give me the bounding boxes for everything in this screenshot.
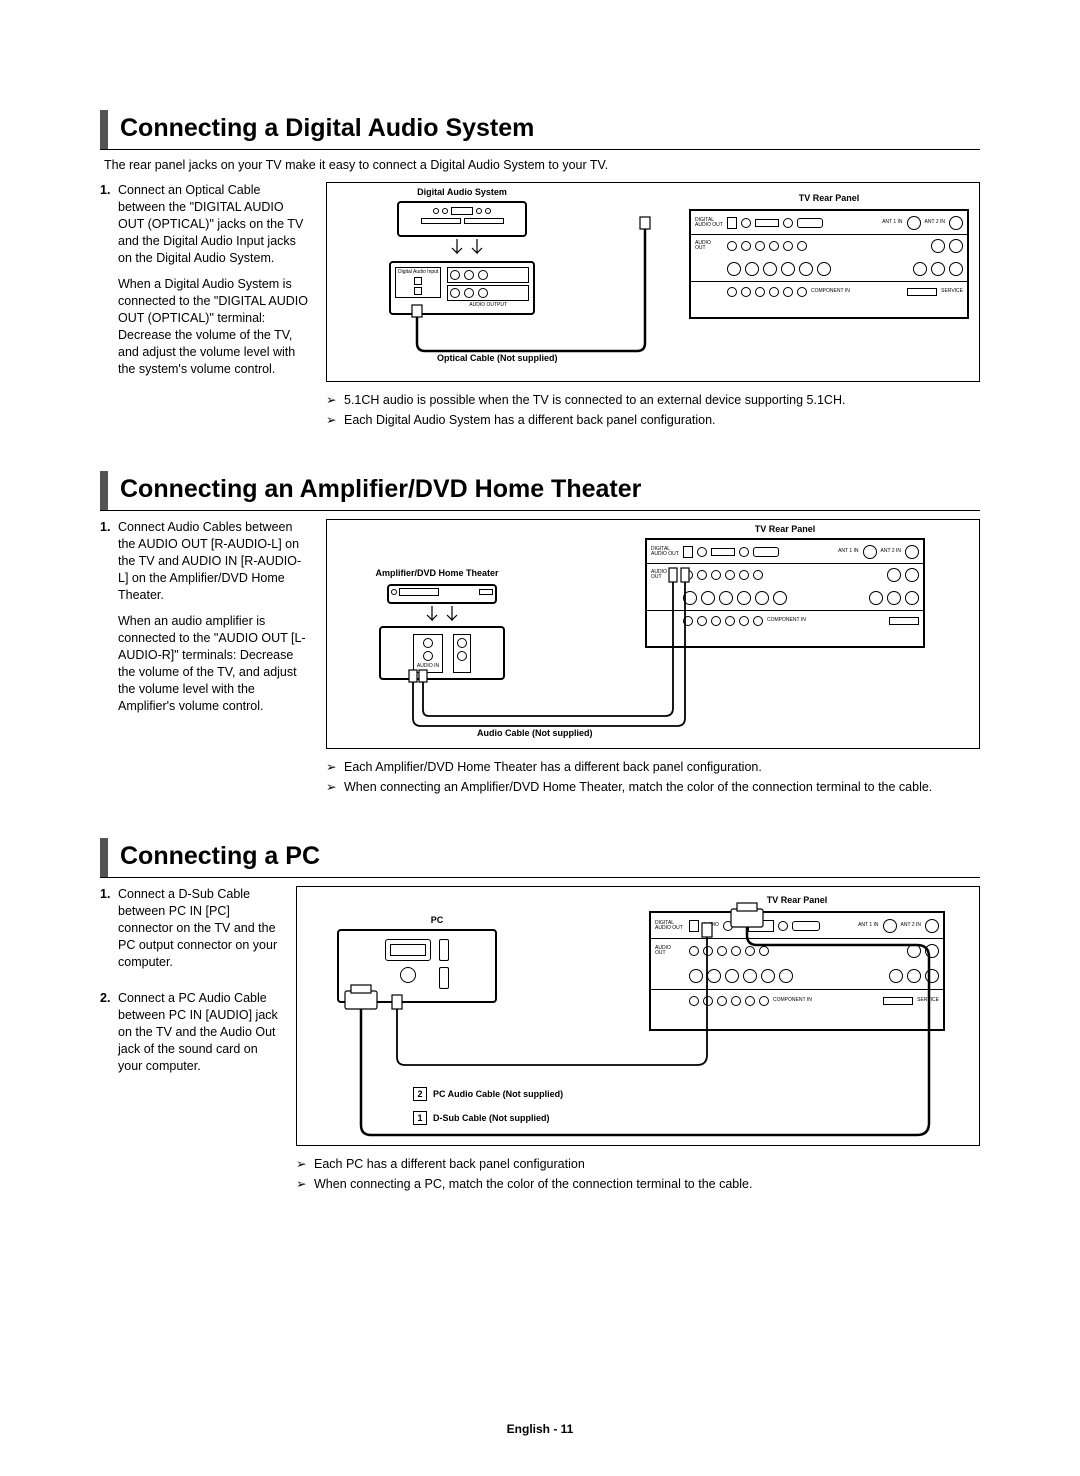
page-footer: English - 11 [0,1422,1080,1436]
cable-label: Audio Cable (Not supplied) [477,728,593,738]
step-text: Connect Audio Cables between the AUDIO O… [118,519,310,603]
step-text: When an audio amplifier is connected to … [118,613,310,714]
device-box [337,929,497,1003]
step: 1. Connect an Optical Cable between the … [100,182,310,388]
tv-rear-panel: DIGITALAUDIO OUT AUDIO PC ANT 1 IN ANT 2… [649,911,945,1031]
header-bar [100,838,108,877]
device-backpanel: AUDIO IN [379,626,505,680]
step-number: 1. [100,519,118,725]
note-text: 5.1CH audio is possible when the TV is c… [344,392,845,410]
note-mark-icon: ➢ [326,412,344,430]
header-bar [100,471,108,510]
step-text: When a Digital Audio System is connected… [118,276,310,377]
device-label: Digital Audio System [397,187,527,197]
connection-diagram: TV Rear Panel DIGITALAUDIO OUT AUDIO PC … [296,886,980,1146]
note-text: Each Digital Audio System has a differen… [344,412,716,430]
section-amplifier: Connecting an Amplifier/DVD Home Theater… [100,471,980,798]
cable-label: D-Sub Cable (Not supplied) [433,1113,550,1123]
note-mark-icon: ➢ [326,759,344,777]
step: 1. Connect Audio Cables between the AUDI… [100,519,310,725]
device-label: Amplifier/DVD Home Theater [347,568,527,578]
section-title: Connecting a PC [120,838,320,877]
step-number: 1. [100,182,118,388]
cable-number-badge: 2 [413,1087,427,1101]
section-header: Connecting a Digital Audio System [100,110,980,150]
notes: ➢Each PC has a different back panel conf… [296,1156,980,1193]
note-text: When connecting an Amplifier/DVD Home Th… [344,779,932,797]
section-title: Connecting a Digital Audio System [120,110,534,149]
cable-number-badge: 1 [413,1111,427,1125]
rear-panel-label: TV Rear Panel [649,895,945,905]
notes: ➢5.1CH audio is possible when the TV is … [326,392,980,429]
steps-column: 1. Connect an Optical Cable between the … [100,182,310,431]
note-text: Each PC has a different back panel confi… [314,1156,585,1174]
section-title: Connecting an Amplifier/DVD Home Theater [120,471,641,510]
device-backpanel: Digital Audio Input AUDIO OUTPUT [389,261,535,315]
note-text: Each Amplifier/DVD Home Theater has a di… [344,759,762,777]
tv-rear-panel: DIGITALAUDIO OUT ANT 1 IN ANT 2 IN AUDIO… [689,209,969,319]
header-bar [100,110,108,149]
step-number: 1. [100,886,118,980]
notes: ➢Each Amplifier/DVD Home Theater has a d… [326,759,980,796]
section-intro: The rear panel jacks on your TV make it … [104,158,980,172]
note-mark-icon: ➢ [296,1156,314,1174]
note-mark-icon: ➢ [326,779,344,797]
step: 2. Connect a PC Audio Cable between PC I… [100,990,280,1084]
device-box [387,584,497,604]
connection-diagram: Digital Audio System [326,182,980,382]
tv-rear-panel: DIGITALAUDIO OUT ANT 1 IN ANT 2 IN AUDIO… [645,538,925,648]
device-label: PC [417,915,457,925]
step-text: Connect a PC Audio Cable between PC IN [… [118,990,280,1074]
step-text: Connect a D-Sub Cable between PC IN [PC]… [118,886,280,970]
note-text: When connecting a PC, match the color of… [314,1176,752,1194]
step: 1. Connect a D-Sub Cable between PC IN [… [100,886,280,980]
cable-label: Optical Cable (Not supplied) [437,353,558,363]
steps-column: 1. Connect Audio Cables between the AUDI… [100,519,310,798]
steps-column: 1. Connect a D-Sub Cable between PC IN [… [100,886,280,1195]
note-mark-icon: ➢ [326,392,344,410]
section-pc: Connecting a PC 1. Connect a D-Sub Cable… [100,838,980,1195]
rear-panel-label: TV Rear Panel [689,193,969,203]
device-box [397,201,527,237]
note-mark-icon: ➢ [296,1176,314,1194]
section-digital-audio: Connecting a Digital Audio System The re… [100,110,980,431]
cable-label: PC Audio Cable (Not supplied) [433,1089,563,1099]
rear-panel-label: TV Rear Panel [645,524,925,534]
section-header: Connecting an Amplifier/DVD Home Theater [100,471,980,511]
connection-diagram: TV Rear Panel DIGITALAUDIO OUT ANT 1 IN … [326,519,980,749]
section-header: Connecting a PC [100,838,980,878]
step-text: Connect an Optical Cable between the "DI… [118,182,310,266]
step-number: 2. [100,990,118,1084]
